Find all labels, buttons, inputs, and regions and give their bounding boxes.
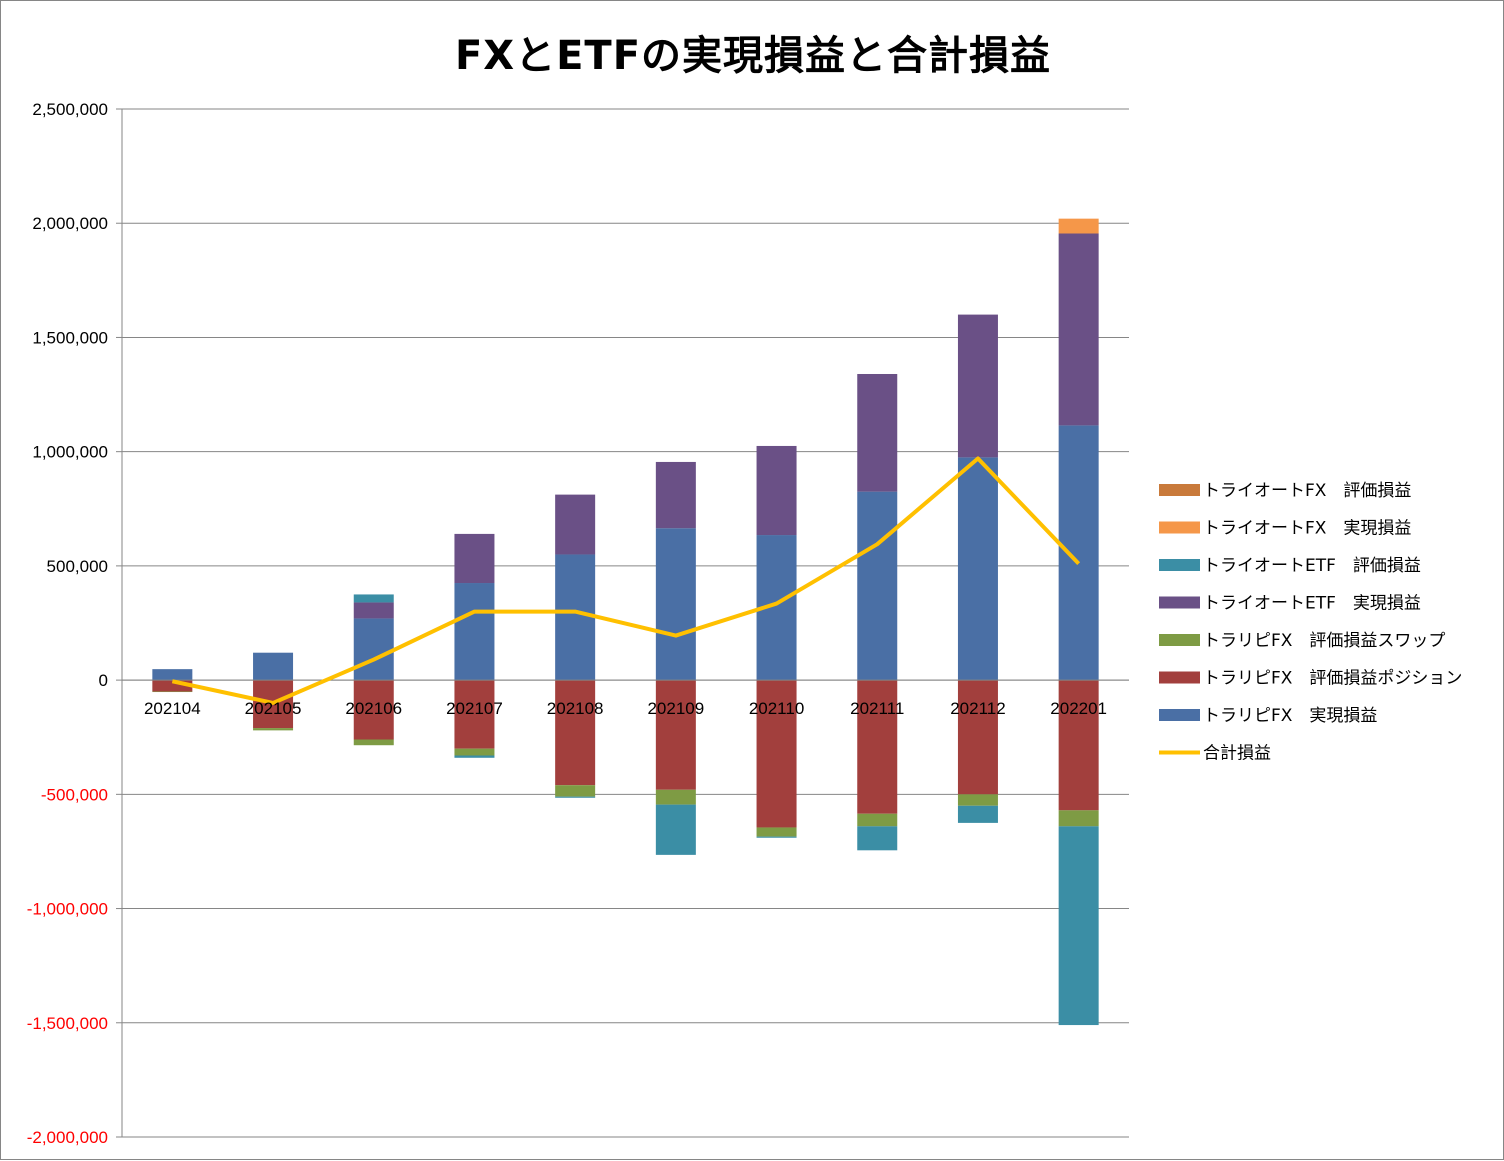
bar-segment-2-202104 (152, 680, 193, 692)
legend-item: 合計損益 (1159, 744, 1271, 764)
legend-swatch (1159, 671, 1200, 684)
bar-segment-3-202110 (756, 827, 797, 837)
x-category-label: 202201 (1050, 699, 1107, 718)
bar-segment-3-202107 (454, 748, 495, 756)
legend-swatch (1159, 634, 1200, 646)
bar-segment-2-202112 (957, 680, 998, 795)
legend-swatch (1159, 709, 1200, 721)
bar-segment-2-202201 (1058, 680, 1099, 811)
y-tick-label: 500,000 (47, 557, 108, 576)
legend-label: トラリピFX 実現損益 (1203, 706, 1377, 726)
legend-swatch (1159, 596, 1200, 609)
bar-segment-1-202107 (454, 583, 495, 681)
y-tick-label: -2,000,000 (27, 1128, 108, 1147)
y-tick-label: -1,000,000 (27, 900, 108, 919)
bar-segment-3-202108 (555, 785, 596, 797)
legend-label: トライオートETF 評価損益 (1203, 556, 1421, 576)
bar-segment-2-202110 (756, 680, 797, 828)
bar-segment-2-202109 (655, 680, 696, 790)
bar-segment-3-202109 (655, 789, 696, 805)
bars-layer (122, 218, 1129, 1026)
bar-segment-4-202106 (353, 602, 394, 619)
bar-segment-2-202107 (454, 680, 495, 749)
legend-label: トライオートFX 実現損益 (1203, 519, 1411, 539)
bar-segment-1-202111 (857, 491, 898, 681)
bar-segment-2-202106 (353, 680, 394, 740)
bar-segment-3-202106 (353, 739, 394, 746)
bar-segment-4-202201 (1058, 233, 1099, 426)
legend-label: トラリピFX 評価損益スワップ (1203, 631, 1445, 651)
bar-segment-5-202109 (655, 804, 696, 855)
bar-segment-3-202105 (253, 728, 294, 731)
bar-segment-1-202104 (152, 669, 193, 681)
bar-segment-5-202108 (555, 796, 596, 798)
bar-segment-3-202104 (152, 691, 193, 693)
chart-title: FXとETFの実現損益と合計損益 (454, 33, 1052, 79)
x-category-label: 202112 (950, 699, 1005, 718)
bar-segment-5-202111 (857, 826, 898, 851)
bar-segment-5-202106 (353, 594, 394, 603)
legend-item: トライオートFX 評価損益 (1159, 481, 1411, 501)
legend-swatch (1159, 484, 1200, 496)
legend-swatch (1159, 521, 1200, 534)
bar-segment-1-202109 (655, 528, 696, 681)
x-category-label: 202106 (345, 699, 402, 718)
legend-item: トラリピFX 評価損益ポジション (1159, 669, 1462, 689)
total-profit-line (171, 456, 1081, 705)
legend-item: トライオートFX 実現損益 (1159, 519, 1411, 539)
line-layer (171, 456, 1081, 705)
bar-segment-4-202112 (957, 314, 998, 458)
x-category-label: 202107 (446, 699, 503, 718)
y-tick-label: 1,000,000 (32, 443, 108, 462)
y-tick-label: -1,500,000 (27, 1014, 108, 1033)
x-category-label: 202108 (547, 699, 604, 718)
x-category-label: 202104 (144, 699, 201, 718)
bar-segment-4-202111 (857, 373, 898, 492)
bar-segment-5-202201 (1058, 826, 1099, 1026)
bar-segment-1-202201 (1058, 425, 1099, 681)
x-category-label: 202110 (749, 699, 804, 718)
category-label-layer: 202104 202105 202106 202107 202108 202109 2021… (144, 699, 1107, 718)
bar-segment-3-202112 (957, 794, 998, 806)
x-category-label: 202109 (647, 699, 704, 718)
bar-segment-1-202105 (253, 652, 294, 681)
bar-segment-1-202106 (353, 618, 394, 681)
legend-item: トライオートETF 評価損益 (1159, 556, 1421, 576)
y-tick-label: 1,500,000 (32, 328, 108, 347)
legend-swatch (1159, 559, 1200, 571)
bar-segment-5-202112 (957, 805, 998, 823)
bar-segment-2-202111 (857, 680, 898, 814)
x-category-label: 202105 (245, 699, 302, 718)
bar-segment-3-202111 (857, 813, 898, 827)
bar-segment-4-202110 (756, 445, 797, 536)
legend-item: トラリピFX 評価損益スワップ (1159, 631, 1445, 651)
bar-segment-4-202109 (655, 461, 696, 529)
bar-segment-2-202108 (555, 680, 596, 786)
y-tick-label: 0 (99, 671, 108, 690)
legend-label: 合計損益 (1203, 744, 1271, 764)
legend-item: トライオートETF 実現損益 (1159, 594, 1421, 614)
legend-label: トラリピFX 評価損益ポジション (1203, 669, 1462, 689)
x-category-label: 202111 (850, 699, 904, 718)
bar-segment-5-202110 (756, 836, 797, 838)
bar-segment-4-202108 (555, 494, 596, 555)
bar-segment-1-202112 (957, 457, 998, 681)
bar-segment-5-202107 (454, 755, 495, 758)
y-tick-layer: 2,500,000 2,000,000 1,500,000 1,000,000 500,… (27, 100, 108, 1147)
legend-label: トライオートETF 実現損益 (1203, 594, 1421, 614)
y-tick-label: 2,500,000 (32, 100, 108, 119)
y-tick-label: -500,000 (41, 785, 108, 804)
legend-label: トライオートFX 評価損益 (1203, 481, 1411, 501)
bar-segment-1-202108 (555, 554, 596, 681)
bar-segment-3-202201 (1058, 810, 1099, 827)
y-tick-label: 2,000,000 (32, 214, 108, 233)
bar-segment-6-202201 (1058, 218, 1099, 234)
bar-segment-4-202107 (454, 533, 495, 584)
legend-item: トラリピFX 実現損益 (1159, 706, 1377, 726)
